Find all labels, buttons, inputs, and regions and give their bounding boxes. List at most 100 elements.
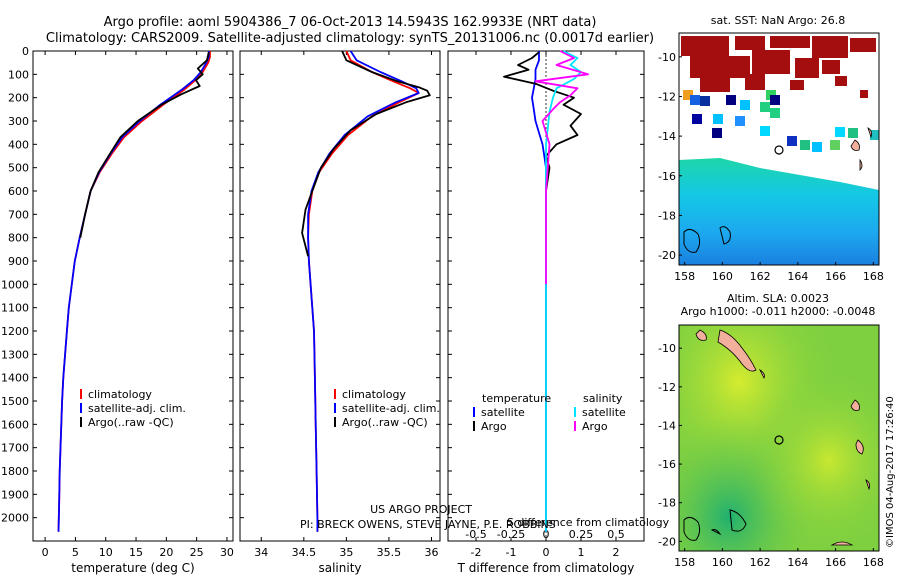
temperature-xtick-label: 25 xyxy=(190,546,204,559)
depth-tick-label: 2000 xyxy=(1,512,29,525)
sst-map-cell-warm xyxy=(700,78,730,92)
sst-map-cell-warm xyxy=(790,80,804,90)
sla_map-xtick-label: 160 xyxy=(712,556,733,569)
sst_map-ytick-label: -20 xyxy=(658,249,676,262)
sla_map-xtick-label: 162 xyxy=(750,556,771,569)
temperature-xlabel: temperature (deg C) xyxy=(71,561,194,575)
temperature-xtick-label: 10 xyxy=(99,546,113,559)
sst-map-cell xyxy=(735,116,745,126)
temperature-legend-label: climatology xyxy=(88,388,152,401)
sst-map-cell xyxy=(760,102,770,112)
sst-map-cell xyxy=(713,114,723,124)
sla_map-xtick-label: 166 xyxy=(825,556,846,569)
depth-tick-label: 1400 xyxy=(1,372,29,385)
sst-map-ocean-field xyxy=(679,158,879,265)
sst-map-cell xyxy=(700,96,710,106)
sla_map-ytick-label: -12 xyxy=(658,381,676,394)
salinity-legend-label: climatology xyxy=(342,388,406,401)
difference-series-line xyxy=(534,50,589,285)
temperature-panel: 0 5 10 15 20 25 300100200300400500600700800900… xyxy=(1,45,234,575)
sst-map-cell-warm xyxy=(822,60,840,74)
depth-tick-label: 1800 xyxy=(1,465,29,478)
sst_map-xtick-label: 164 xyxy=(787,270,808,283)
salinity-xtick-label: 34.5 xyxy=(292,546,317,559)
sst_map-ytick-label: -14 xyxy=(658,130,676,143)
temperature-legend-label: Argo(..raw -QC) xyxy=(88,416,174,429)
sst-map-frame xyxy=(678,32,880,266)
sst-map-cell-warm xyxy=(690,56,750,78)
sla-map-axes: 158 160 162 164 166 168 -10 -12 -14 -16 -18 -20 xyxy=(658,342,884,569)
difference-xtick-label: 0 xyxy=(543,546,550,559)
sla_map-xtick-label: 164 xyxy=(787,556,808,569)
depth-tick-label: 1200 xyxy=(1,325,29,338)
temperature-xtick-label: 5 xyxy=(72,546,79,559)
sst-map: sat. SST: NaN Argo: 26.8 158 160 162 164 166… xyxy=(658,14,884,283)
sst-map-cell xyxy=(830,140,840,150)
credit-pi: PI: BRECK OWENS, STEVE JAYNE, P.E. ROBBI… xyxy=(300,518,556,531)
sst-map-cell xyxy=(770,95,780,105)
sst-map-cell-warm xyxy=(752,50,790,74)
sst-map-cell-warm xyxy=(795,58,819,78)
sst-map-cell xyxy=(770,108,780,118)
salinity-xtick-label: 36 xyxy=(424,546,438,559)
sst_map-ytick-label: -16 xyxy=(658,170,676,183)
sst-map-cell xyxy=(760,126,770,136)
temperature-frame xyxy=(32,50,234,542)
sst-map-axes: 158 160 162 164 166 168 -10 -12 -14 -16 -18 -20 xyxy=(658,51,884,283)
sla-map-field-high-2 xyxy=(679,325,879,551)
depth-tick-label: 1000 xyxy=(1,278,29,291)
sst-map-cell xyxy=(712,128,722,138)
difference-xlabel-top: S difference from climatology xyxy=(507,516,670,529)
depth-tick-label: 1500 xyxy=(1,395,29,408)
difference-xtick-top-label: 0 xyxy=(543,528,550,541)
difference-xlabel: T difference from climatology xyxy=(457,561,635,575)
sla-map-islands xyxy=(695,329,765,379)
sst-map-cell xyxy=(787,136,797,146)
sst-map-cell-warm xyxy=(812,36,848,58)
difference-legend-header-temperature: temperature xyxy=(482,392,551,405)
sst-map-islands xyxy=(850,127,872,171)
difference-legend-header-salinity: salinity xyxy=(583,392,623,405)
salinity-legend-label: satellite-adj. clim. xyxy=(342,402,440,415)
sla_map-ytick-label: -10 xyxy=(658,342,676,355)
sla-map-coastline xyxy=(683,509,747,541)
salinity-panel: 34 34.5 35 35.5 36 salinity climatologysatelli… xyxy=(239,50,441,575)
sla-map: Altim. SLA: 0.0023 Argo h1000: -0.011 h2… xyxy=(658,292,884,569)
sst-map-cell xyxy=(740,100,750,110)
depth-tick-label: 400 xyxy=(8,138,29,151)
sst_map-xtick-label: 166 xyxy=(825,270,846,283)
sla-map-title-1: Altim. SLA: 0.0023 xyxy=(727,292,829,305)
difference-xtick-label: 1 xyxy=(578,546,585,559)
sst_map-ytick-label: -10 xyxy=(658,51,676,64)
depth-tick-label: 200 xyxy=(8,92,29,105)
imos-stamp: ©IMOS 04-Aug-2017 17:26:40 xyxy=(885,396,896,548)
salinity-series-line xyxy=(301,50,431,257)
temperature-xtick-label: 0 xyxy=(42,546,49,559)
sla-map-islands-east xyxy=(830,399,870,546)
salinity-frame xyxy=(239,50,441,542)
sla-map-argo-marker xyxy=(774,435,784,445)
depth-tick-label: 1100 xyxy=(1,302,29,315)
salinity-xtick-label: 34 xyxy=(254,546,268,559)
sst_map-xtick-label: 168 xyxy=(863,270,884,283)
salinity-xlabel: salinity xyxy=(318,561,361,575)
sla_map-ytick-label: -18 xyxy=(658,497,676,510)
depth-tick-label: 1700 xyxy=(1,442,29,455)
difference-xtick-top-label: 0.25 xyxy=(569,528,594,541)
difference-legend-label: Argo xyxy=(481,420,507,433)
sst_map-xtick-label: 162 xyxy=(750,270,771,283)
sla-map-title-2: Argo h1000: -0.011 h2000: -0.0048 xyxy=(681,305,876,318)
sst-map-cell xyxy=(690,95,700,105)
temperature-xtick-label: 15 xyxy=(129,546,143,559)
difference-xtick-label: -2 xyxy=(471,546,482,559)
sst-map-cell-warm xyxy=(850,38,876,52)
sla_map-xtick-label: 158 xyxy=(674,556,695,569)
difference-xtick-top-label: 0.5 xyxy=(607,528,625,541)
sst-map-cell-warm xyxy=(770,36,810,48)
depth-tick-label: 300 xyxy=(8,115,29,128)
difference-series-line xyxy=(503,51,582,238)
sst-map-cell xyxy=(726,95,736,105)
depth-tick-label: 100 xyxy=(8,68,29,81)
difference-xtick-label: 2 xyxy=(613,546,620,559)
